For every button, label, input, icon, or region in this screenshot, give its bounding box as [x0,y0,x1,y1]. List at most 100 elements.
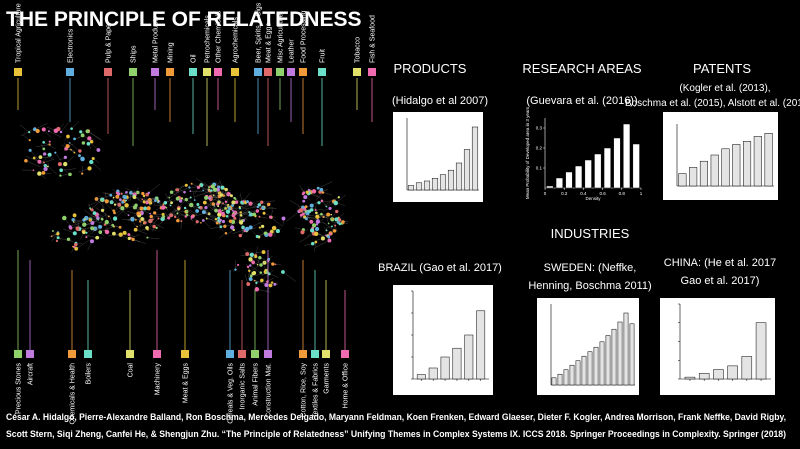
bar [423,180,431,191]
network-edge [270,216,284,227]
network-edge [175,210,186,217]
bottom-label: Precious Stones [16,363,23,414]
bar [546,185,554,189]
network-edge [133,239,146,244]
bar [574,165,583,189]
network-node [51,230,54,232]
network-node [71,218,75,222]
network-node [249,252,255,257]
network-edge [282,271,297,282]
network-node [271,225,277,231]
network-edge [22,134,30,141]
bottom-label: Aircraft [28,363,35,385]
network-edge [122,205,137,210]
network-edge [326,215,329,224]
network-node [245,252,250,256]
network-node [214,217,218,221]
network-edge [97,195,112,203]
network-edge [76,239,90,249]
network-edge [330,227,335,235]
network-edge [320,216,333,220]
heading: RESEARCH AREAS [522,61,642,76]
network-edge [323,222,335,231]
network-edge [227,214,237,217]
bar [593,346,599,386]
bar [587,351,593,386]
category-icon [287,68,295,76]
category-icon [368,68,376,76]
network-node [327,238,332,243]
network-node [142,194,146,198]
network-node [38,155,43,159]
network-edge [218,233,227,239]
slide-title: THE PRINCIPLE OF RELATEDNESS [6,8,361,31]
network-edge [193,192,195,201]
network-edge [220,204,229,210]
network-edge [114,208,126,219]
network-node [43,166,48,172]
network-edge [26,156,40,162]
category-icon [251,350,259,358]
bar [741,356,753,380]
network-node [176,212,179,215]
network-edge [315,202,317,211]
network-node [211,202,216,206]
network-edge [240,205,255,215]
bar [605,335,611,386]
category-icon [14,68,22,76]
network-node [112,209,115,212]
network-node [193,199,196,201]
network-node [180,197,184,200]
network-node [221,209,224,212]
network-node [178,199,183,203]
network-node [248,269,251,272]
network-node [173,215,177,219]
network-edge [134,196,150,201]
network-node [94,197,99,201]
network-node [103,223,107,226]
network-edge [84,214,99,220]
network-edge [135,229,147,234]
network-node [189,196,192,199]
network-node [146,206,151,211]
y-tick-label: 0.2 [671,339,678,344]
network-node [100,208,105,213]
network-node [257,203,262,207]
network-edge [257,257,260,265]
network-node [219,225,223,229]
network-node [74,246,79,251]
network-node [59,174,62,177]
network-edge [85,235,98,238]
network-edge [335,225,338,233]
top-label: Tobacco [355,37,362,63]
network-node [231,209,234,212]
network-node [73,137,76,141]
bottom-label: Cereals & Veg. Oils [228,363,235,424]
network-node [249,203,252,205]
network-node [332,229,337,233]
top-label: Agrochemicals [233,17,240,63]
network-node [68,225,72,229]
network-edge [71,121,80,129]
x-tick-label: 0.3 [729,382,736,387]
category-icon [166,68,174,76]
network-node [321,191,325,194]
network-edge [318,181,333,189]
network-edge [263,213,276,218]
network-node [146,228,149,231]
network-node [115,194,120,199]
category-icon [84,350,92,358]
bar [603,147,612,189]
network-node [190,214,195,219]
category-icon [189,68,197,76]
network-node [281,270,285,274]
y-tick-label: 0 [407,377,410,382]
network-node [47,130,50,133]
network-edge [196,178,211,187]
bar [447,169,455,191]
heading: Gao et al. 2017) [681,275,760,287]
network-node [249,264,252,267]
network-edge [73,221,87,232]
category-icon [68,350,76,358]
network-node [28,148,32,152]
